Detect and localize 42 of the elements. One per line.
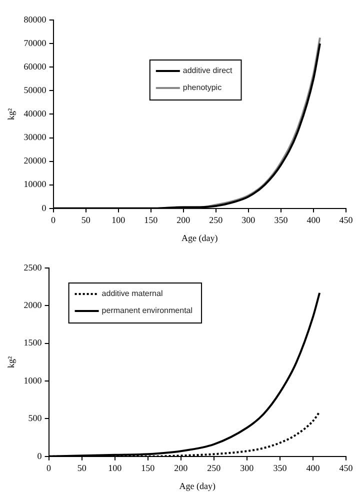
y-tick-label: 1000 — [24, 375, 42, 386]
y-tick-label: 500 — [28, 413, 42, 424]
y-tick-label: 80000 — [24, 14, 47, 24]
x-tick-label: 0 — [51, 215, 56, 226]
y-tick-label: 0 — [42, 202, 47, 213]
y-tick-label: 40000 — [24, 108, 47, 119]
x-tick-label: 100 — [112, 215, 126, 226]
x-tick-label: 150 — [144, 215, 158, 226]
legend-label: phenotypic — [182, 83, 222, 92]
y-tick-label: 10000 — [24, 179, 47, 190]
x-tick-label: 350 — [274, 215, 288, 226]
x-tick-label: 300 — [240, 463, 254, 474]
x-tick-label: 450 — [339, 463, 354, 474]
x-tick-label: 150 — [141, 463, 156, 474]
x-tick-label: 100 — [108, 463, 122, 474]
x-tick-label: 200 — [176, 215, 191, 226]
x-tick-label: 50 — [81, 215, 91, 226]
y-tick-label: 2500 — [24, 262, 42, 272]
x-axis-title: Age (day) — [179, 480, 216, 491]
y-tick-label: 0 — [37, 450, 42, 461]
x-tick-label: 450 — [339, 215, 354, 226]
legend-label: additive direct — [182, 66, 234, 76]
y-tick-label: 50000 — [24, 85, 47, 96]
x-tick-label: 400 — [306, 463, 320, 474]
y-tick-label: 60000 — [24, 61, 47, 72]
legend-label: additive maternal — [102, 289, 163, 298]
legend-label: permanent environmental — [102, 306, 193, 316]
x-tick-label: 350 — [273, 463, 288, 474]
y-tick-label: 70000 — [24, 38, 47, 48]
x-tick-label: 400 — [306, 215, 321, 226]
y-tick-label: 2000 — [24, 300, 42, 310]
x-tick-label: 250 — [209, 215, 224, 226]
y-axis-title: kg² — [6, 108, 16, 120]
x-axis-title: Age (day) — [182, 232, 218, 243]
y-tick-label: 20000 — [24, 156, 47, 166]
y-tick-label: 1500 — [24, 338, 42, 348]
y-axis-title: kg² — [6, 356, 16, 368]
x-tick-label: 200 — [174, 463, 188, 474]
x-tick-label: 300 — [242, 215, 256, 226]
x-tick-label: 250 — [207, 463, 222, 474]
x-tick-label: 50 — [77, 463, 87, 474]
y-tick-label: 30000 — [24, 132, 47, 142]
